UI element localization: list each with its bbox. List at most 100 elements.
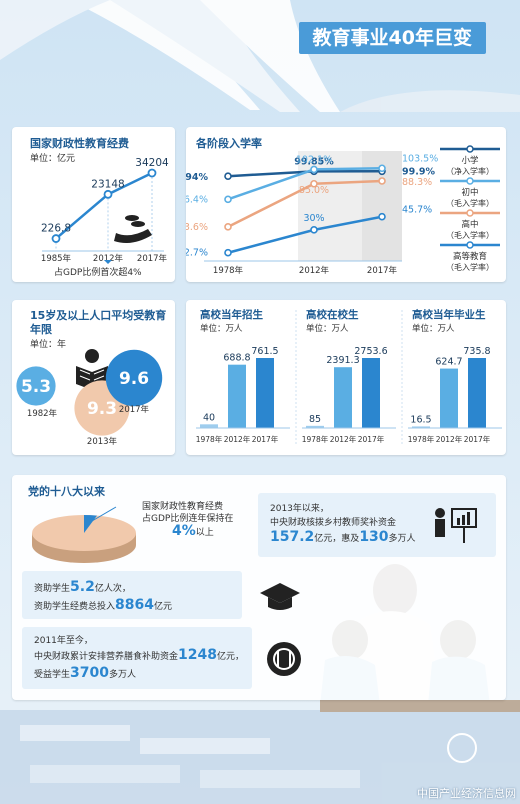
pie-text-line2: 占GDP比例连年保持在: [142, 514, 234, 524]
bar-x-tick: 2012年: [436, 434, 463, 444]
education-years-panel: 15岁及以上人口平均受教育 年限 单位：年 5.3 9.3 9.6 1982年 2013…: [12, 300, 175, 455]
bar-2012年: [334, 367, 352, 428]
bar-2012年: [440, 368, 458, 428]
pie-text-line1: 国家财政性教育经费: [142, 502, 224, 512]
enrollment-point: [310, 179, 318, 188]
bar-value-label: 16.5: [410, 414, 431, 425]
education-years-bubble-chart: 5.3 9.39.6 1982年 2013年 2017年: [16, 349, 163, 447]
book-lines-icon: [79, 369, 105, 381]
meal-line1: 2011年至今，: [34, 636, 93, 646]
graduation-cap-icon: [260, 583, 300, 610]
meal-big1: 1248: [178, 647, 217, 663]
head-icon: [85, 349, 99, 363]
enrollment-title: 各阶段入学率: [196, 137, 262, 150]
pie-big-value: 4%: [172, 523, 196, 539]
legend-label-2: 高中: [461, 219, 478, 230]
fiscal-marker-icon: [104, 260, 112, 264]
enrollment-value-label: 103.5%: [402, 153, 438, 164]
fiscal-value-label: 34204: [135, 157, 169, 169]
teacher-line1: 2013年以来，: [270, 504, 329, 514]
enrollment-x-tick: 2012年: [299, 265, 330, 276]
bar-value-label: 2753.6: [354, 346, 387, 357]
enrollment-x-tick: 2017年: [367, 265, 398, 276]
bar-2012年: [228, 364, 246, 428]
enrollment-value-label: 102.1%: [296, 154, 332, 165]
bar-value-label: 2391.3: [326, 355, 359, 366]
meal-line3-prefix: 受益学生: [34, 670, 71, 680]
education-years-unit: 单位：年: [30, 340, 67, 350]
bubble-value: 5.3: [21, 377, 51, 397]
fiscal-line-chart: 226.8 1985年 23148 2012年 34204 2017年: [41, 157, 169, 264]
since-18th-title: 党的十八大以来: [28, 485, 105, 498]
bar-chart-title: 高校当年毕业生: [412, 308, 486, 321]
enrollment-value-label: 99.85%: [294, 156, 334, 167]
enrollment-panel: 各阶段入学率 94% 99.85% 99.9% 66.4% 102.1% 103.5% 33…: [186, 127, 506, 282]
fiscal-x-tick: 2012年: [93, 253, 124, 264]
enrollment-value-label: 33.6%: [186, 222, 208, 233]
bar-2017年: [256, 358, 274, 428]
pie-text-line3: 4%以上: [172, 523, 214, 539]
since-18th-panel: 党的十八大以来 国家财政性教育经费 占GDP比例连年保持在 4%以上 2013年…: [12, 475, 506, 700]
bar-x-tick: 1978年: [196, 434, 223, 444]
legend-label-3: 高等教育: [453, 251, 487, 262]
aid-line1: 资助学生5.2亿人次，: [34, 579, 131, 595]
teacher-fund-box: 2013年以来， 中央财政核拨乡村教师奖补资金 157.2亿元，惠及130多万人: [258, 493, 496, 557]
fiscal-title: 国家财政性教育经费: [30, 137, 129, 150]
legend-label-0: 小学: [461, 155, 479, 166]
aid-line2-prefix: 资助学生经费总投入: [34, 602, 116, 612]
fiscal-unit: 单位：亿元: [30, 154, 76, 164]
legend-sublabel-2: （毛入学率）: [446, 230, 494, 240]
fiscal-point-2017年: [147, 168, 157, 178]
bubble-year: 2013年: [87, 436, 118, 447]
bar-chart-unit: 单位：万人: [412, 323, 455, 334]
legend-marker-0: [466, 145, 474, 153]
enrollment-value-label: 85.0%: [299, 185, 329, 196]
enrollment-point: [224, 248, 232, 257]
coin-icon: [125, 215, 139, 221]
bar-value-label: 624.7: [435, 357, 462, 368]
university-panel: 高校当年招生 单位：万人 40 1978年 688.8 2012年 761.5 2017年 高校…: [186, 300, 506, 455]
logo-circle: [447, 733, 477, 763]
legend-sublabel-1: （毛入学率）: [446, 198, 494, 208]
enrollment-point: [224, 195, 232, 204]
bubble-value: 9.6: [119, 369, 149, 389]
fiscal-value-label: 23148: [91, 178, 124, 190]
coin-icon: [131, 221, 145, 227]
fiscal-point-2012年: [103, 189, 113, 199]
bar-value-label: 85: [309, 414, 321, 425]
bar-1978年: [200, 424, 218, 428]
bar-1978年: [412, 426, 430, 428]
enrollment-point: [310, 226, 318, 234]
fiscal-panel: 国家财政性教育经费 单位：亿元 226.8 1985年 23148 2012年 3420…: [12, 127, 175, 282]
gdp-pie-chart: [32, 506, 136, 563]
legend-sublabel-3: （毛入学率）: [446, 262, 494, 272]
teacher-mid: 亿元，惠及: [314, 534, 360, 544]
book-illustration: [0, 0, 520, 112]
enrollment-point: [224, 172, 232, 181]
bubble-year: 1982年: [27, 408, 58, 419]
enrollment-point: [224, 223, 232, 231]
aid-line1-prefix: 资助学生: [34, 584, 71, 594]
teacher-suffix: 多万人: [388, 534, 416, 544]
enrollment-point: [378, 212, 386, 221]
bar-chart-unit: 单位：万人: [200, 323, 243, 334]
hand-icon: [114, 229, 152, 243]
legend-marker-3: [466, 241, 474, 249]
enrollment-x-tick: 1978年: [213, 265, 244, 276]
enrollment-value-label: 45.7%: [402, 205, 432, 216]
aid-line2-suffix: 亿元: [153, 602, 172, 612]
enrollment-line-chart: 94% 99.85% 99.9% 66.4% 102.1% 103.5% 33.6% 85.0…: [186, 145, 500, 276]
legend-marker-1: [466, 177, 474, 185]
watermark: 中国产业经济信息网: [417, 787, 516, 800]
enrollment-value-label: 66.4%: [186, 194, 208, 205]
meal-subsidy-box: 2011年至今， 中央财政累计安排营养膳食补助资金1248亿元， 受益学生370…: [22, 627, 252, 689]
meal-big2: 3700: [70, 665, 109, 681]
aid-line2: 资助学生经费总投入8864亿元: [34, 597, 172, 613]
bar-chart-unit: 单位：万人: [306, 323, 349, 334]
enrollment-value-label: 94%: [186, 172, 208, 183]
enrollment-point: [378, 177, 386, 185]
bar-x-tick: 1978年: [408, 434, 435, 444]
meal-line2-suffix: 亿元，: [216, 652, 244, 662]
fiscal-note: 占GDP比例首次超4%: [54, 268, 142, 278]
aid-line1-suffix: 亿人次，: [94, 584, 131, 594]
